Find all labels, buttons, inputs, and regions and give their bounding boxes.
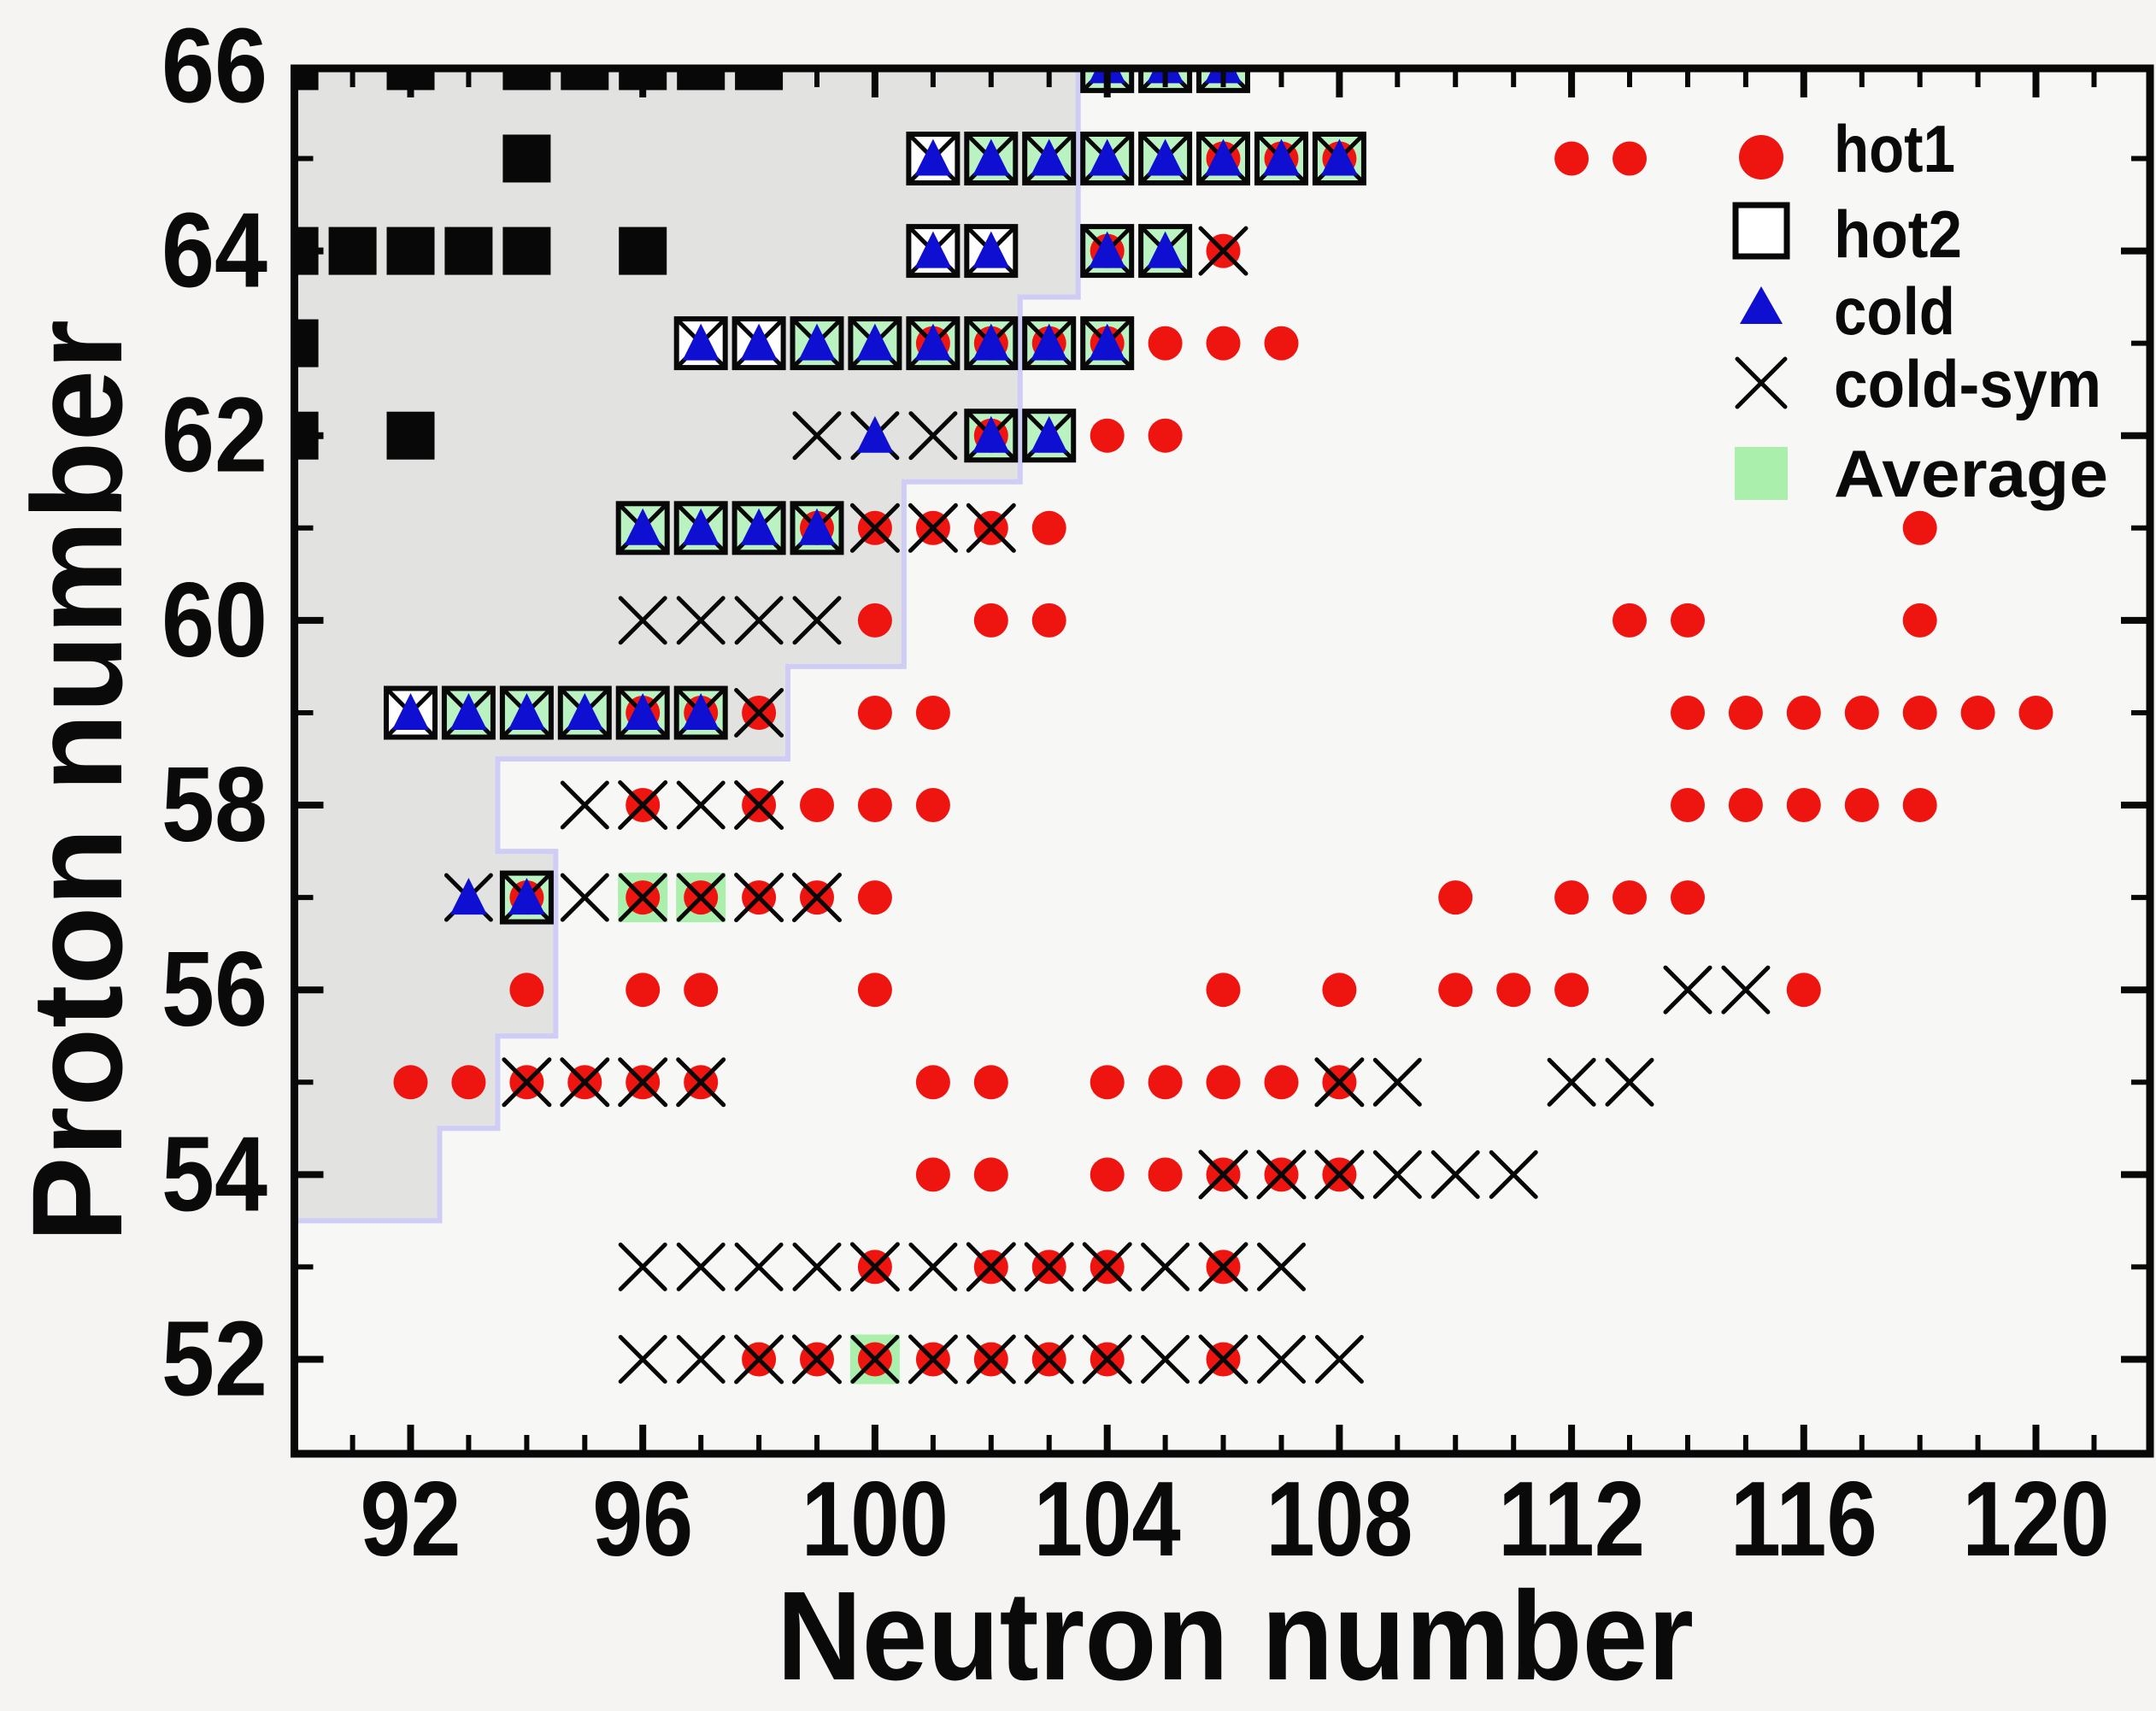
svg-text:56: 56 [162, 931, 267, 1049]
svg-text:54: 54 [162, 1115, 267, 1233]
svg-text:96: 96 [592, 1461, 693, 1579]
svg-text:cold: cold [1834, 273, 1955, 349]
svg-text:108: 108 [1266, 1461, 1413, 1579]
svg-text:62: 62 [162, 377, 267, 495]
svg-text:104: 104 [1034, 1461, 1181, 1579]
svg-text:hot2: hot2 [1834, 197, 1962, 272]
svg-text:hot1: hot1 [1834, 111, 1955, 186]
svg-text:116: 116 [1730, 1461, 1877, 1579]
svg-text:92: 92 [361, 1461, 461, 1579]
svg-text:112: 112 [1498, 1461, 1645, 1579]
svg-text:66: 66 [162, 7, 267, 125]
svg-text:58: 58 [162, 746, 267, 864]
svg-text:Neutron number: Neutron number [777, 1566, 1694, 1707]
svg-text:100: 100 [802, 1461, 949, 1579]
svg-text:cold-sym: cold-sym [1834, 346, 2101, 421]
svg-text:64: 64 [162, 192, 267, 310]
svg-text:Average: Average [1834, 436, 2108, 511]
svg-text:60: 60 [162, 562, 267, 679]
svg-text:Proton number: Proton number [5, 320, 149, 1243]
svg-text:120: 120 [1963, 1461, 2110, 1579]
svg-text:52: 52 [162, 1301, 267, 1419]
